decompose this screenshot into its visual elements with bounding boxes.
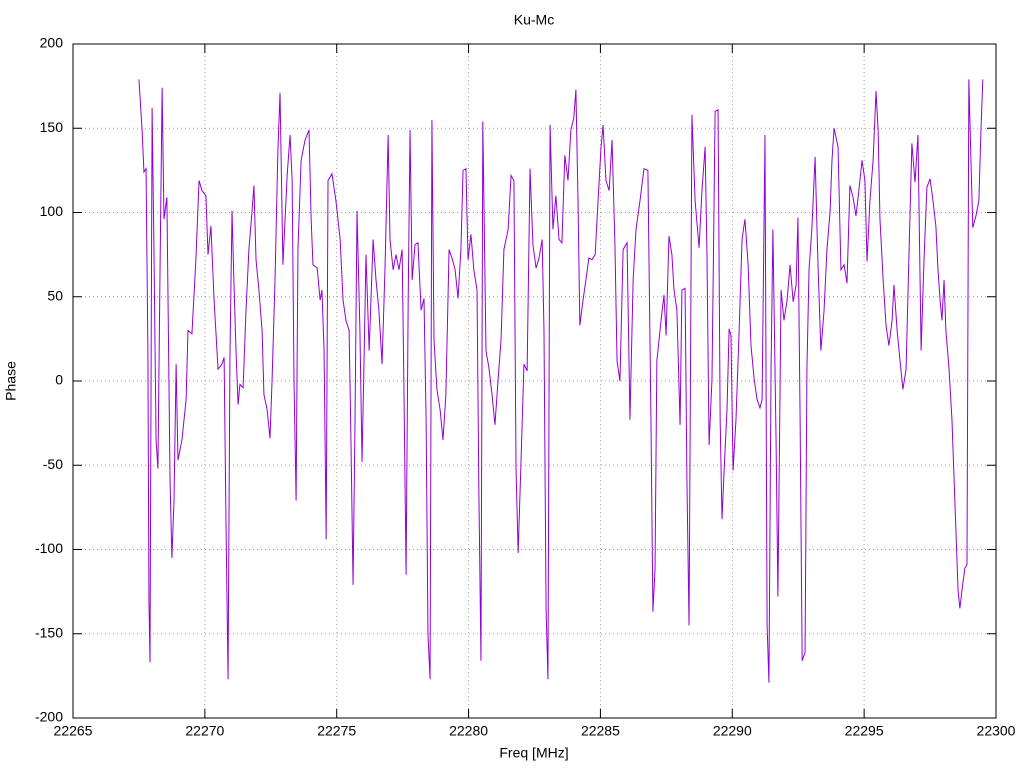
- y-tick-label: -150: [35, 624, 63, 640]
- x-tick-label: 22285: [581, 723, 620, 739]
- chart-title: Ku-Mc: [514, 12, 554, 28]
- x-tick-label: 22270: [185, 723, 224, 739]
- y-tick-label: 50: [47, 287, 63, 303]
- x-tick-label: 22290: [713, 723, 752, 739]
- x-tick-label: 22265: [54, 723, 93, 739]
- x-axis-label: Freq [MHz]: [499, 745, 568, 761]
- y-tick-label: -200: [35, 709, 63, 725]
- plot-border: [72, 43, 997, 719]
- x-tick-label: 22295: [845, 723, 884, 739]
- x-tick-label: 22275: [317, 723, 356, 739]
- x-tick-label: 22300: [977, 723, 1016, 739]
- y-tick-label: -100: [35, 540, 63, 556]
- y-tick-label: -50: [43, 456, 63, 472]
- data-line: [138, 79, 984, 683]
- y-tick-label: 0: [55, 372, 63, 388]
- y-axis-label: Phase: [3, 361, 19, 401]
- x-tick-label: 22280: [449, 723, 488, 739]
- y-tick-label: 150: [40, 119, 64, 135]
- y-tick-label: 200: [40, 35, 64, 51]
- y-tick-label: 100: [40, 203, 64, 219]
